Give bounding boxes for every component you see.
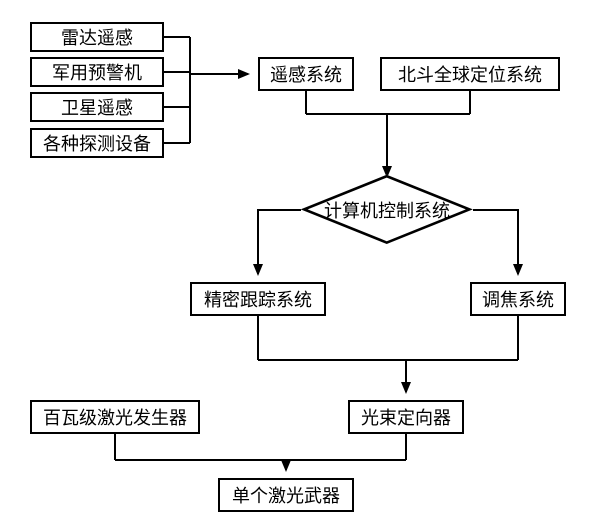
node-focus: 调焦系统	[470, 282, 566, 316]
label: 北斗全球定位系统	[398, 61, 542, 87]
label: 单个激光武器	[232, 482, 340, 508]
node-beam: 光束定向器	[348, 400, 464, 434]
label: 军用预警机	[52, 59, 142, 85]
node-satellite: 卫星遥感	[30, 92, 164, 122]
label: 计算机控制系统	[324, 197, 450, 223]
label: 卫星遥感	[61, 94, 133, 120]
node-sensing: 遥感系统	[258, 57, 354, 91]
label: 调焦系统	[482, 286, 554, 312]
node-weapon: 单个激光武器	[218, 478, 354, 512]
label: 遥感系统	[270, 61, 342, 87]
node-track: 精密跟踪系统	[190, 282, 326, 316]
label: 各种探测设备	[43, 130, 151, 156]
node-detectors: 各种探测设备	[30, 128, 164, 158]
label: 精密跟踪系统	[204, 286, 312, 312]
label: 雷达遥感	[61, 24, 133, 50]
label: 百瓦级激光发生器	[43, 404, 187, 430]
node-radar: 雷达遥感	[30, 22, 164, 52]
node-beidou: 北斗全球定位系统	[380, 57, 560, 91]
node-cpu: 计算机控制系统	[300, 175, 474, 245]
node-military: 军用预警机	[30, 57, 164, 87]
node-laser-gen: 百瓦级激光发生器	[30, 400, 200, 434]
label: 光束定向器	[361, 404, 451, 430]
